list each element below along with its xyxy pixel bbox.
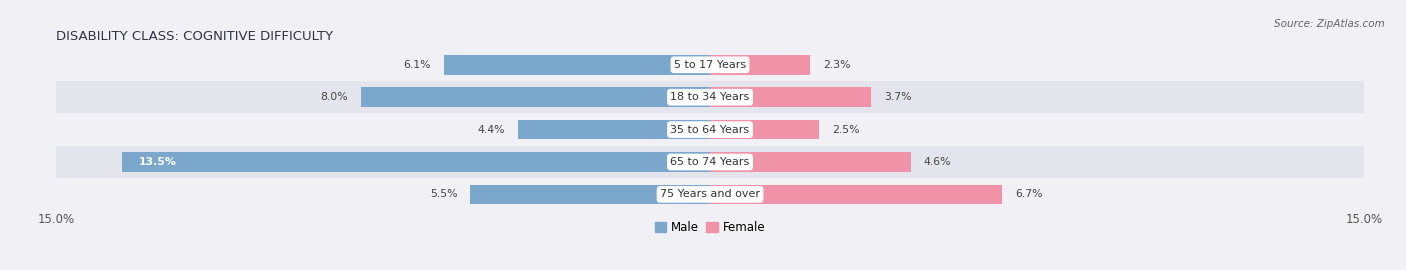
Text: 2.5%: 2.5% (832, 124, 859, 135)
Bar (710, 55, 810, 75)
Bar (122, 152, 710, 172)
Text: Source: ZipAtlas.com: Source: ZipAtlas.com (1274, 19, 1385, 29)
Text: 3.7%: 3.7% (884, 92, 912, 102)
Bar (710, 152, 911, 172)
Text: 8.0%: 8.0% (321, 92, 349, 102)
Text: 2.3%: 2.3% (824, 60, 851, 70)
Text: 65 to 74 Years: 65 to 74 Years (671, 157, 749, 167)
Bar (56, 113, 1364, 146)
Bar (710, 120, 818, 139)
Bar (56, 146, 1364, 178)
Bar (470, 185, 710, 204)
Text: 13.5%: 13.5% (139, 157, 177, 167)
Text: 4.4%: 4.4% (478, 124, 505, 135)
Bar (710, 185, 1002, 204)
Bar (56, 178, 1364, 211)
Legend: Male, Female: Male, Female (655, 221, 765, 234)
Text: 18 to 34 Years: 18 to 34 Years (671, 92, 749, 102)
Bar (444, 55, 710, 75)
Bar (56, 49, 1364, 81)
Text: 4.6%: 4.6% (924, 157, 950, 167)
Text: 6.1%: 6.1% (404, 60, 432, 70)
Bar (361, 87, 710, 107)
Text: 5.5%: 5.5% (430, 189, 457, 200)
Text: 75 Years and over: 75 Years and over (659, 189, 761, 200)
Bar (710, 87, 872, 107)
Text: 5 to 17 Years: 5 to 17 Years (673, 60, 747, 70)
Text: 35 to 64 Years: 35 to 64 Years (671, 124, 749, 135)
Text: DISABILITY CLASS: COGNITIVE DIFFICULTY: DISABILITY CLASS: COGNITIVE DIFFICULTY (56, 30, 333, 43)
Bar (56, 81, 1364, 113)
Text: 6.7%: 6.7% (1015, 189, 1043, 200)
Bar (519, 120, 710, 139)
